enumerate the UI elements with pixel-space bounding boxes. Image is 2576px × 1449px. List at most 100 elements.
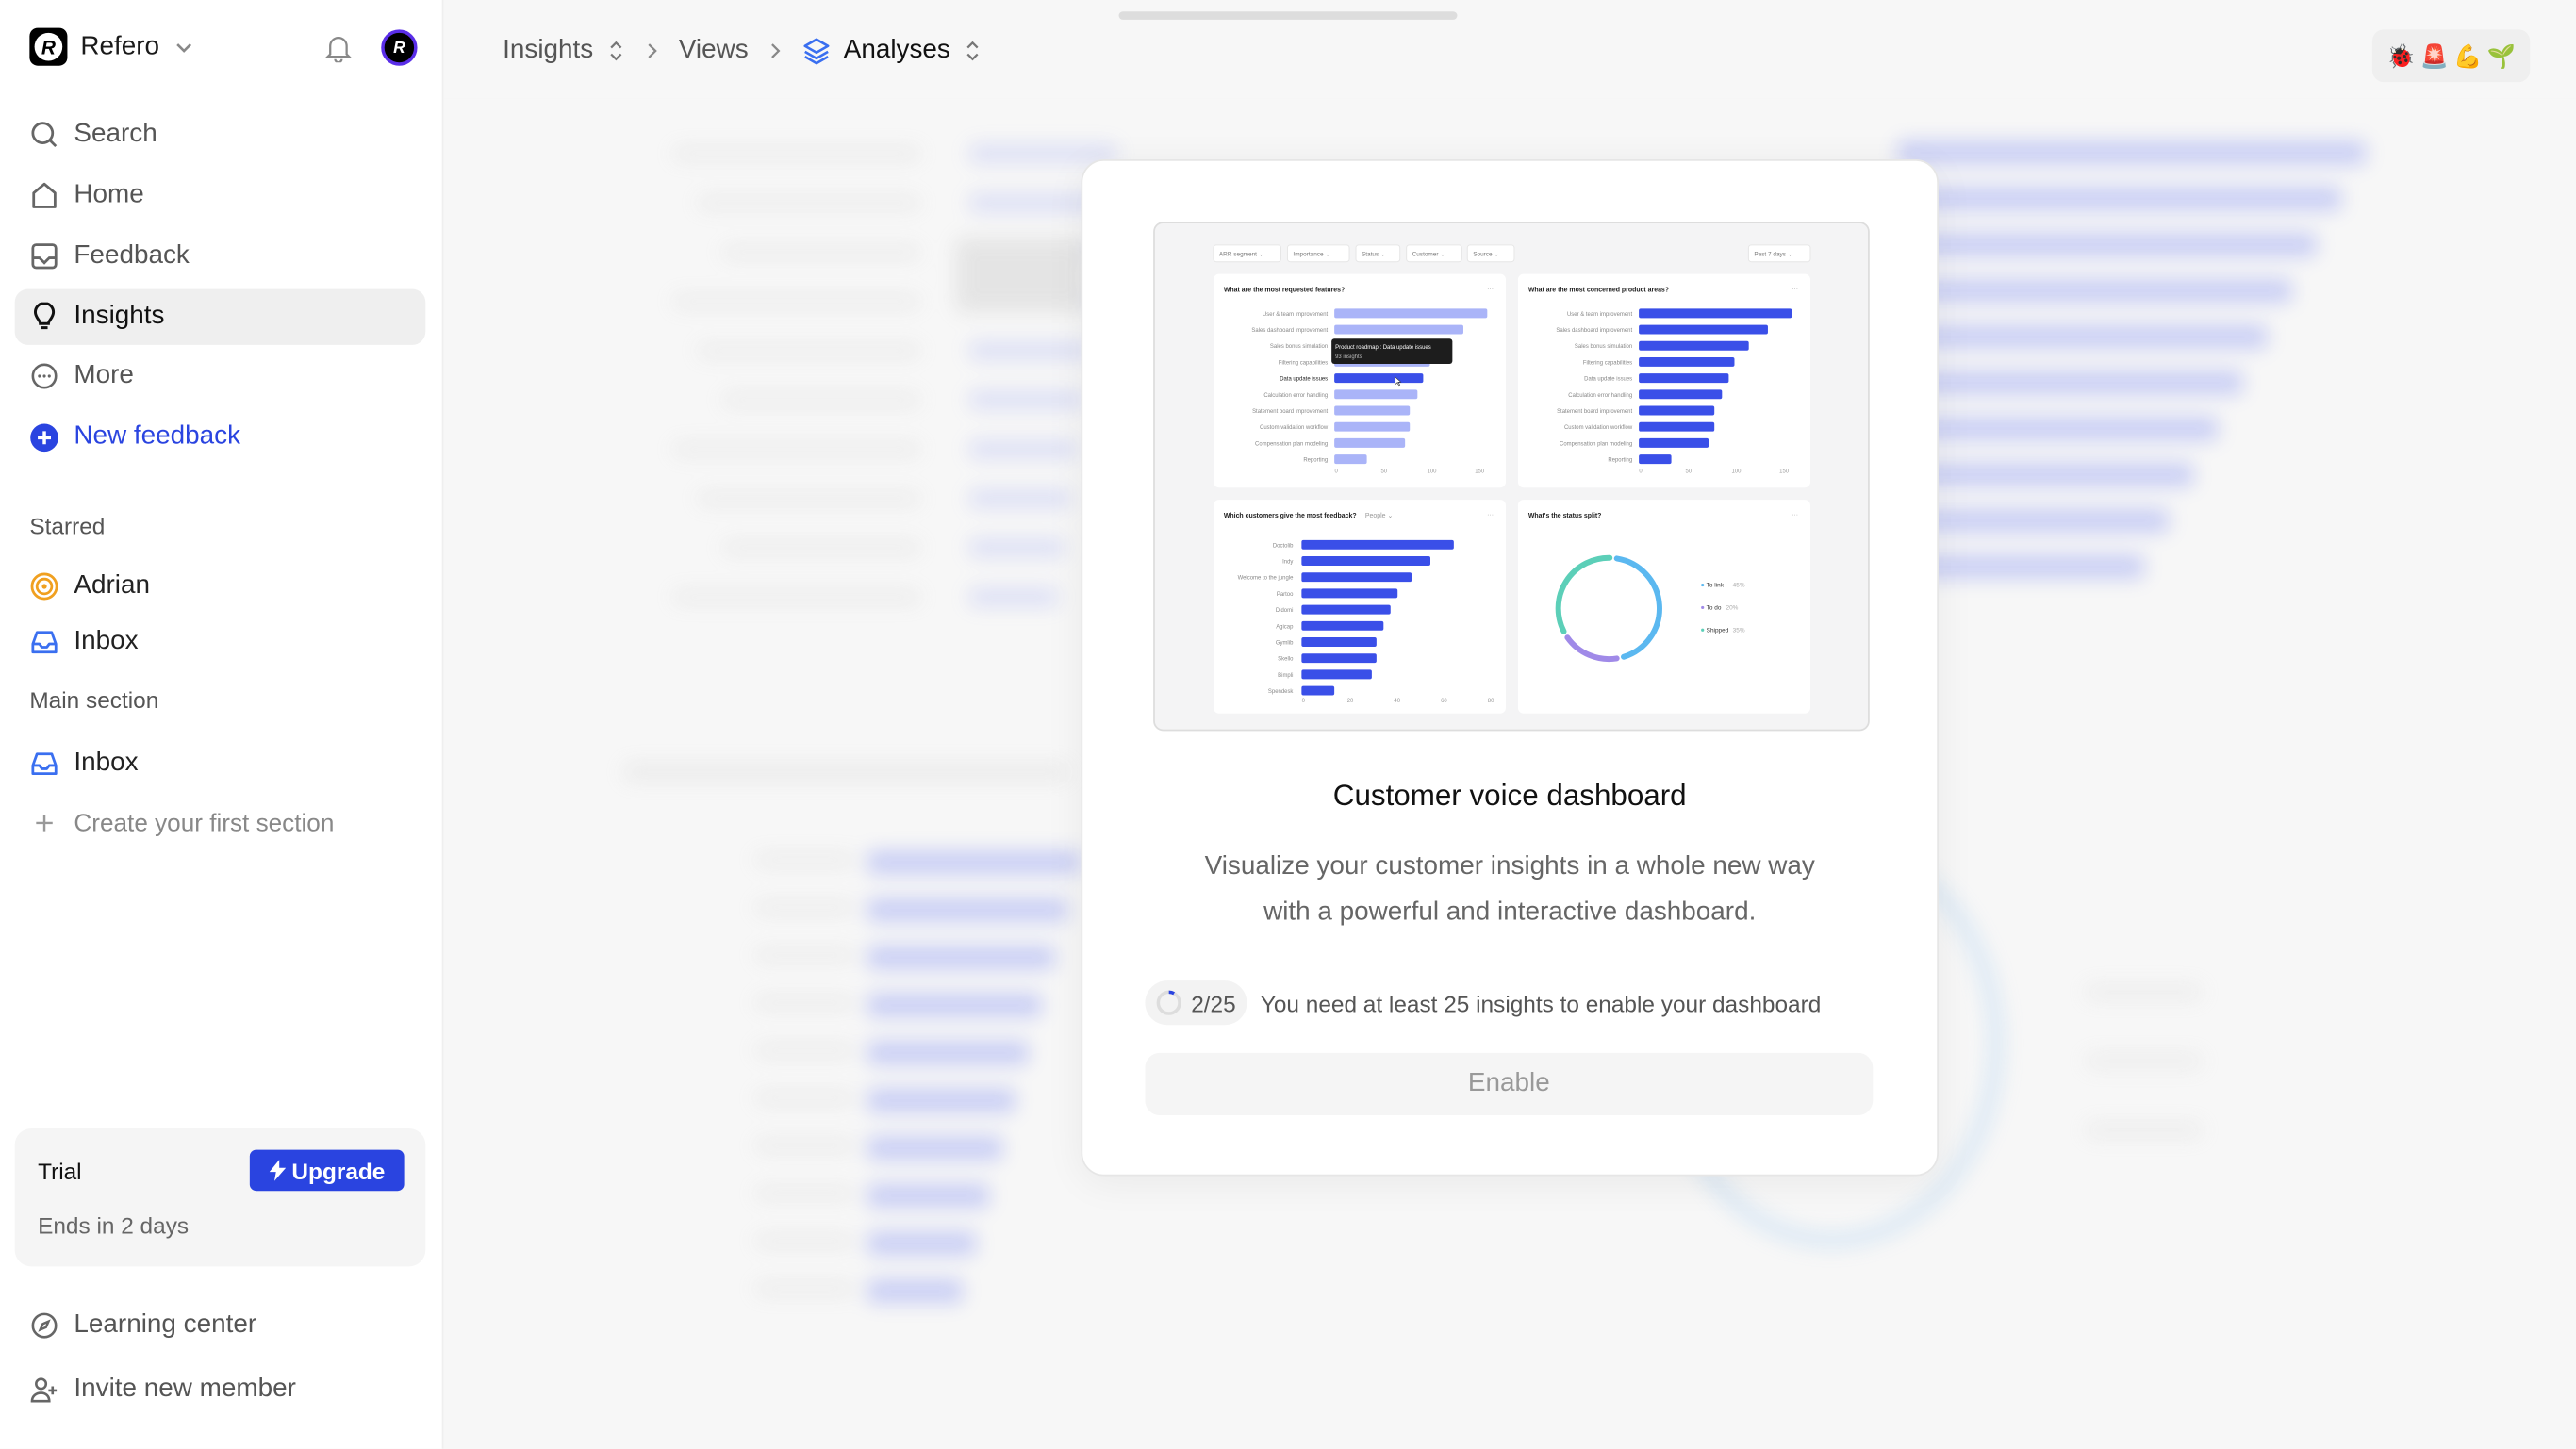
card-menu-icon: ···	[1487, 287, 1494, 293]
chevron-up-down-icon[interactable]	[606, 40, 626, 62]
bar-label: Calculation error handling	[1568, 393, 1632, 399]
card-title: Which customers give the most feedback?	[1224, 513, 1357, 519]
bar-label: Custom validation workflow	[1260, 425, 1329, 431]
enable-button[interactable]: Enable	[1145, 1052, 1874, 1116]
x-tick-label: 0	[1302, 699, 1306, 704]
blurred-label	[722, 541, 920, 554]
flexed-biceps-icon[interactable]: 💪	[2453, 41, 2483, 69]
blurred-label	[755, 1282, 855, 1294]
blurred-bar	[867, 994, 1042, 1017]
bar	[1301, 604, 1391, 615]
chevron-up-down-icon[interactable]	[964, 40, 983, 62]
blurred-label	[673, 443, 920, 455]
bar-label: Sales dashboard improvement	[1251, 328, 1328, 334]
sidebar-item-inbox-starred[interactable]: Inbox	[15, 615, 426, 670]
blurred-bar	[968, 390, 1084, 409]
blurred-bar	[1897, 463, 2194, 486]
sidebar-item-adrian[interactable]: Adrian	[15, 558, 426, 614]
blurred-bar	[1897, 140, 2366, 165]
bar	[1334, 373, 1424, 384]
sidebar-item-learning-center[interactable]: Learning center	[15, 1297, 426, 1353]
blurred-label	[673, 591, 920, 603]
user-plus-icon	[30, 1377, 58, 1403]
siren-icon[interactable]: 🚨	[2419, 41, 2449, 69]
bar-label: Statement board improvement	[1557, 409, 1632, 415]
blurred-bar	[968, 489, 1072, 508]
blurred-bar	[1897, 370, 2243, 395]
inbox-icon	[31, 631, 58, 654]
bar	[1639, 389, 1723, 400]
bar-label: Sales bonus simulation	[1270, 344, 1328, 350]
sidebar-item-invite[interactable]: Invite new member	[15, 1361, 426, 1417]
sidebar-item-more[interactable]: More	[15, 348, 426, 403]
legend-label: Shipped	[1707, 627, 1729, 634]
blurred-bar	[968, 341, 1091, 360]
blurred-label	[755, 996, 855, 1009]
inbox-tray-icon	[31, 243, 58, 270]
create-section-button[interactable]: Create your first section	[15, 795, 426, 850]
ladybug-icon[interactable]: 🐞	[2386, 41, 2416, 69]
main-section-heading: Main section	[29, 686, 159, 714]
blurred-label	[673, 295, 920, 307]
bar-label: Didomi	[1276, 608, 1294, 614]
legend-value: 45%	[1733, 583, 1745, 589]
chevron-right-icon	[648, 43, 658, 58]
filter-chip-label: Importance ⌄	[1293, 252, 1329, 258]
breadcrumb-insights[interactable]: Insights	[503, 36, 594, 64]
blurred-label	[755, 1045, 855, 1057]
sidebar-item-search[interactable]: Search	[15, 107, 426, 162]
sidebar-item-home[interactable]: Home	[15, 168, 426, 223]
blurred-label	[755, 949, 855, 962]
bar-label: Spendesk	[1268, 689, 1294, 695]
workspace-logo: R	[29, 27, 68, 66]
bar	[1301, 637, 1377, 647]
bell-icon[interactable]	[324, 35, 352, 63]
bar	[1334, 421, 1411, 432]
seedling-icon[interactable]: 🌱	[2486, 41, 2517, 69]
legend-dot	[1701, 605, 1705, 610]
bar	[1639, 308, 1792, 319]
emoji-reactions[interactable]: 🐞 🚨 💪 🌱	[2371, 29, 2531, 83]
preview-card	[1517, 500, 1810, 714]
bar	[1334, 308, 1488, 319]
blurred-label	[673, 147, 920, 160]
upgrade-button[interactable]: Upgrade	[249, 1149, 405, 1192]
blurred-bar	[867, 1041, 1029, 1065]
sidebar-item-insights[interactable]: Insights	[14, 288, 426, 345]
blurred-bar	[968, 538, 1065, 557]
blurred-label	[755, 1140, 855, 1152]
breadcrumb-views[interactable]: Views	[678, 36, 749, 64]
bar-label: User & team improvement	[1567, 312, 1632, 318]
x-tick-label: 60	[1441, 699, 1447, 704]
horizontal-scrollbar[interactable]	[1118, 11, 1458, 20]
bar	[1334, 389, 1418, 400]
blurred-label	[755, 901, 855, 914]
donut-slice	[1564, 634, 1620, 662]
starred-heading: Starred	[29, 512, 106, 539]
chevron-down-icon	[176, 42, 192, 52]
blurred-legend	[2086, 985, 2202, 999]
card-title: What are the most requested features?	[1224, 288, 1345, 294]
sidebar-item-inbox[interactable]: Inbox	[15, 736, 426, 792]
x-tick-label: 20	[1347, 699, 1354, 704]
dashboard-preview: ARR segment ⌄ Importance ⌄ Status ⌄ Custome…	[1153, 222, 1870, 732]
bar-label: Calculation error handling	[1263, 393, 1328, 399]
card-dropdown: People ⌄	[1365, 513, 1393, 519]
avatar[interactable]: R	[381, 29, 418, 66]
card-title: What are the most concerned product area…	[1528, 288, 1669, 294]
period-chip-label: Past 7 days ⌄	[1754, 252, 1792, 258]
sidebar-item-feedback[interactable]: Feedback	[15, 228, 426, 284]
blurred-title	[624, 764, 1068, 781]
legend-value: 35%	[1733, 627, 1745, 634]
card-menu-icon: ···	[1792, 287, 1798, 293]
workspace-switcher[interactable]: R Refero	[29, 27, 195, 66]
blurred-bar	[867, 1279, 964, 1303]
progress-pill: 2/25	[1145, 980, 1247, 1026]
breadcrumb-analyses[interactable]: Analyses	[843, 36, 950, 64]
bar	[1301, 588, 1398, 599]
blurred-bar	[1897, 509, 2169, 533]
filter-chip-label: ARR segment ⌄	[1219, 252, 1263, 258]
bar	[1334, 437, 1406, 448]
search-icon	[31, 122, 58, 148]
new-feedback-button[interactable]: New feedback	[15, 409, 426, 465]
